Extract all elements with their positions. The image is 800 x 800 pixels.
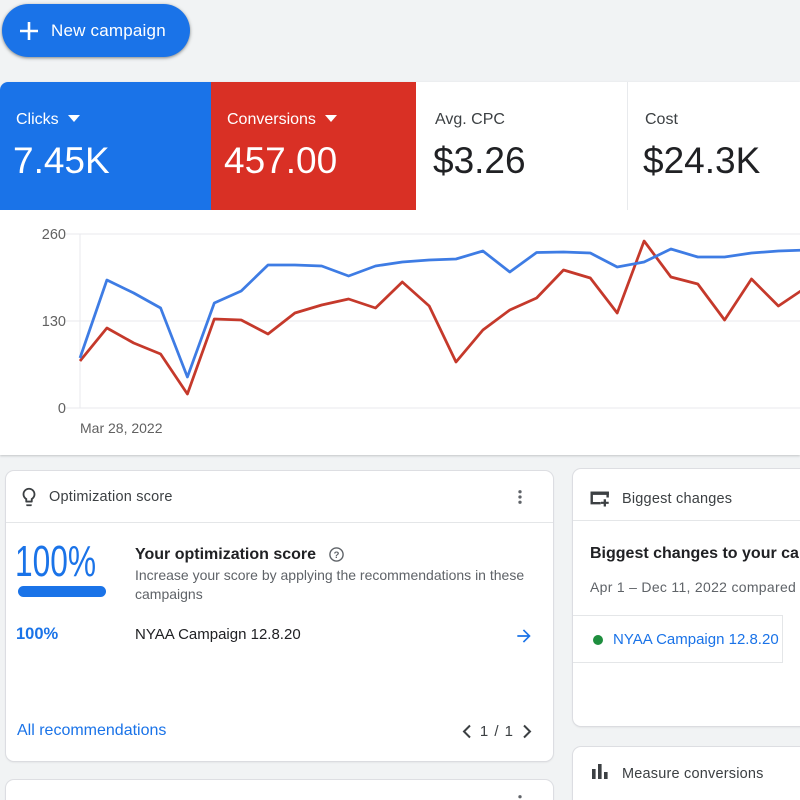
svg-text:?: ? [333,550,339,561]
